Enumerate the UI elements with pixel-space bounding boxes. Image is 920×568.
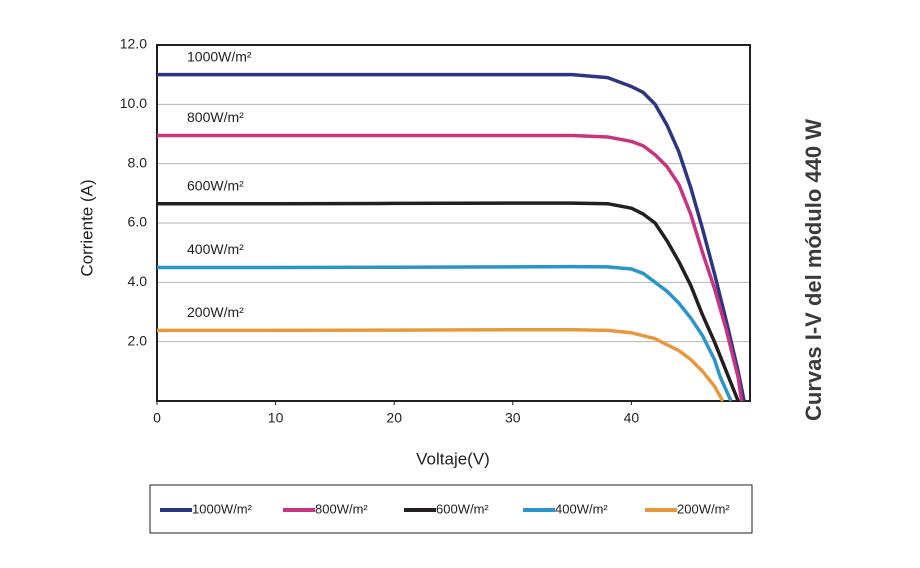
line-label: 1000W/m² [187,48,252,64]
legend-label: 1000W/m² [192,501,253,516]
series-line [157,133,744,402]
legend-label: 800W/m² [315,501,368,516]
series-line [157,201,740,402]
y-tick-label: 12.0 [120,36,147,52]
series-line [157,72,746,402]
y-tick-label: 6.0 [128,214,148,230]
legend-label: 400W/m² [555,501,608,516]
line-label: 800W/m² [187,109,244,125]
x-tick-label: 40 [624,410,640,426]
x-tick-label: 10 [268,410,284,426]
y-tick-label: 8.0 [128,154,148,170]
chart-title: Curvas I-V del módulo 440 W [801,119,826,421]
legend-label: 200W/m² [677,501,730,516]
x-tick-label: 20 [386,410,402,426]
y-axis-label: Corriente (A) [77,179,96,276]
series-line [157,264,733,402]
line-label: 600W/m² [187,177,244,193]
y-tick-label: 2.0 [128,332,148,348]
x-tick-label: 30 [505,410,521,426]
line-label: 200W/m² [187,304,244,320]
legend-label: 600W/m² [436,501,489,516]
series-line [157,328,725,402]
line-label: 400W/m² [187,241,244,257]
plot-frame [156,44,751,402]
y-tick-label: 4.0 [128,273,148,289]
y-tick-label: 10.0 [120,95,147,111]
x-axis-label: Voltaje(V) [416,449,490,468]
legend-box [149,484,753,534]
x-tick-label: 0 [153,410,161,426]
